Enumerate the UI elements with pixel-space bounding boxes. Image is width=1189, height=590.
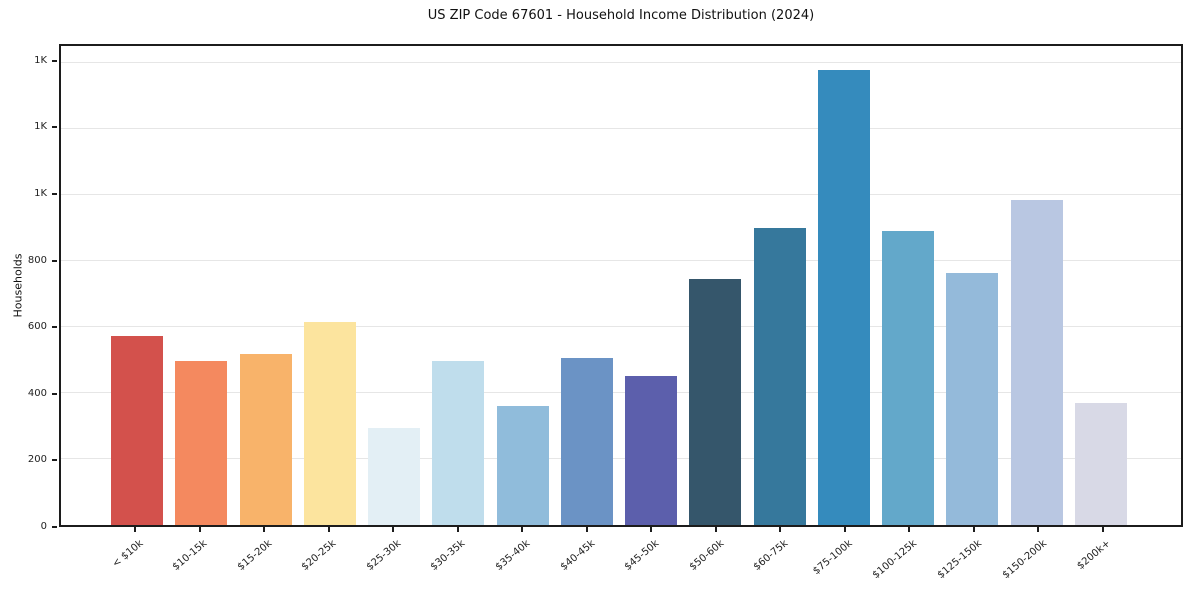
x-tick-label-text: $30-35k [429, 538, 468, 573]
bar-35-40k [496, 406, 549, 525]
bar-150-200k [1010, 199, 1063, 525]
x-tick-mark [327, 527, 330, 532]
gridline [61, 193, 1181, 195]
y-axis: 0 200 400 600 800 1K 1K 1K [0, 44, 59, 532]
bar-20-25k [303, 322, 356, 525]
y-tick-mark [52, 59, 57, 62]
x-tick-label-text: $200k+ [1075, 538, 1114, 572]
gridline [61, 325, 1181, 327]
x-tick-mark [585, 527, 588, 532]
x-tick-mark [972, 527, 975, 532]
bar-10k [111, 336, 163, 525]
x-tick-label-text: $60-75k [751, 538, 791, 573]
x-tick-mark [1102, 527, 1104, 532]
x-tick-label-text: $20-25k [300, 538, 339, 573]
bar-50-60k [689, 278, 742, 525]
gridline [61, 61, 1181, 63]
y-tick-label: 200 [27, 454, 47, 466]
y-tick-mark [52, 126, 57, 129]
x-tick-label-text: < $10k [110, 538, 146, 570]
y-tick-label: 1K [34, 187, 47, 199]
y-tick-label: 1K [34, 121, 47, 133]
x-tick-mark [134, 527, 136, 532]
grid-layer [61, 46, 1181, 525]
x-tick-label-text: $25-30k [364, 538, 404, 573]
y-tick-label: 0 [40, 521, 47, 532]
plot-area [59, 44, 1183, 527]
bar-75-100k [817, 70, 870, 525]
y-tick-mark [52, 459, 57, 462]
bar-40-45k [560, 358, 613, 525]
y-tick-label: 1K [34, 54, 47, 66]
y-tick-mark [52, 392, 57, 395]
gridline [61, 457, 1181, 459]
x-tick-mark [650, 527, 653, 532]
x-axis: < $10k $10-15k $15-20k $20-25k $25-30k $30-35… [59, 527, 1183, 590]
x-tick-mark [779, 527, 782, 532]
x-tick-label-text: $100-125k [871, 538, 920, 582]
bars-layer [61, 46, 1181, 525]
x-tick-label-text: $35-40k [493, 538, 533, 573]
bar-200k [1074, 403, 1127, 525]
x-tick-mark [263, 527, 266, 532]
x-tick-label-text: $125-150k [935, 538, 984, 582]
y-tick-mark [52, 526, 57, 528]
x-tick-label-text: $50-60k [687, 538, 726, 573]
gridline [61, 127, 1181, 129]
x-tick-mark [456, 527, 459, 532]
bar-15-20k [239, 354, 292, 525]
y-tick-mark [52, 192, 57, 195]
bar-100-125k [882, 230, 935, 525]
y-tick-label: 400 [27, 387, 47, 399]
bar-30-35k [432, 360, 485, 525]
gridline [61, 391, 1181, 393]
x-tick-label-text: $15-20k [235, 538, 275, 573]
bar-45-50k [625, 376, 678, 525]
x-tick-label-text: $150-200k [1000, 538, 1049, 582]
gridline [61, 259, 1181, 261]
bar-10-15k [175, 361, 228, 525]
chart-title: US ZIP Code 67601 - Household Income Dis… [427, 8, 815, 23]
x-tick-mark [908, 527, 911, 532]
x-tick-mark [1037, 527, 1040, 532]
bar-60-75k [753, 227, 806, 525]
x-tick-label-text: $45-50k [622, 538, 662, 573]
bar-25-30k [368, 427, 421, 525]
y-tick-mark [52, 326, 57, 329]
y-tick-label: 600 [27, 321, 47, 333]
x-tick-mark [843, 527, 846, 532]
x-tick-label-text: $10-15k [170, 538, 210, 573]
bar-125-150k [946, 273, 999, 525]
x-tick-mark [198, 527, 201, 532]
x-tick-label-text: $75-100k [811, 538, 855, 578]
x-tick-label-text: $40-45k [558, 538, 597, 573]
x-tick-mark [392, 527, 395, 532]
y-tick-mark [52, 259, 57, 262]
x-tick-mark [521, 527, 524, 532]
x-tick-mark [714, 527, 717, 532]
y-tick-label: 800 [27, 254, 47, 266]
